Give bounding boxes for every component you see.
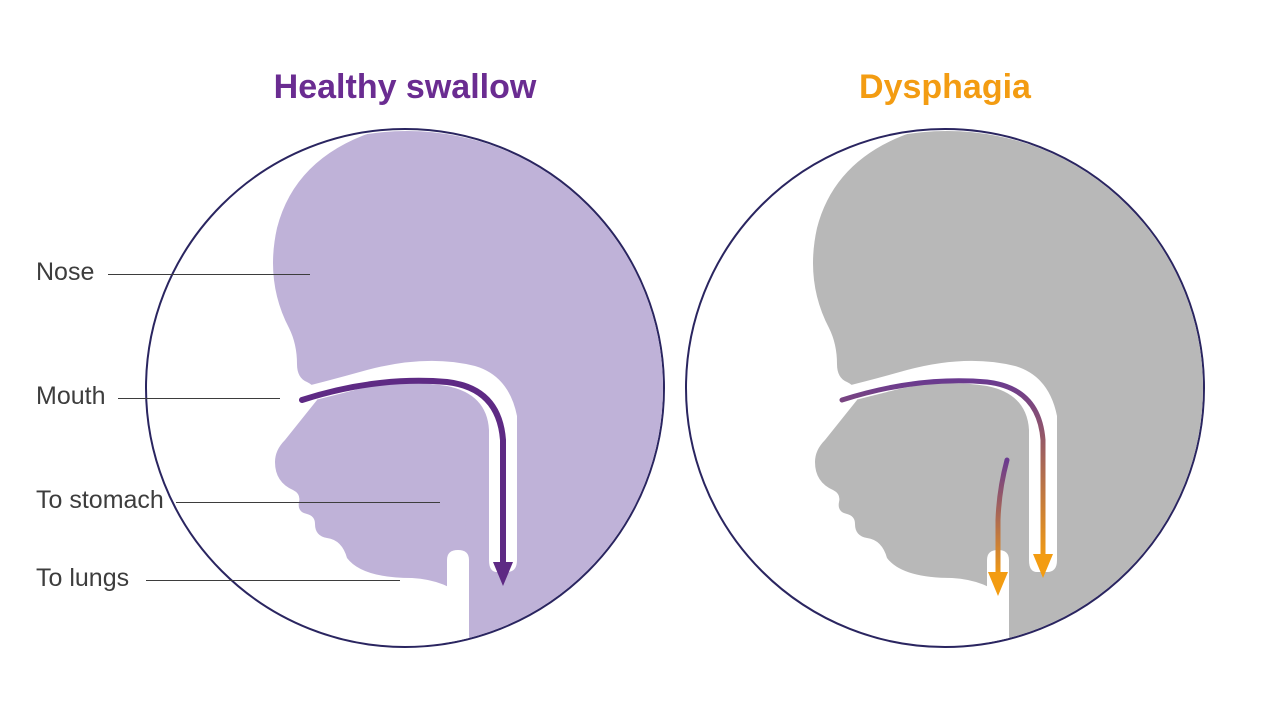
label-nose: Nose [36, 258, 94, 287]
dysphagia-anatomy-icon [687, 130, 1205, 648]
dysphagia-circle [685, 128, 1205, 648]
title-healthy: Healthy swallow [255, 68, 555, 107]
leader-stomach [176, 502, 440, 503]
label-mouth: Mouth [36, 382, 105, 411]
title-dysphagia: Dysphagia [795, 68, 1095, 107]
label-lungs: To lungs [36, 564, 129, 593]
leader-lungs [146, 580, 400, 581]
healthy-anatomy-icon [147, 130, 665, 648]
label-stomach: To stomach [36, 486, 164, 515]
leader-mouth [118, 398, 280, 399]
healthy-circle [145, 128, 665, 648]
leader-nose [108, 274, 310, 275]
